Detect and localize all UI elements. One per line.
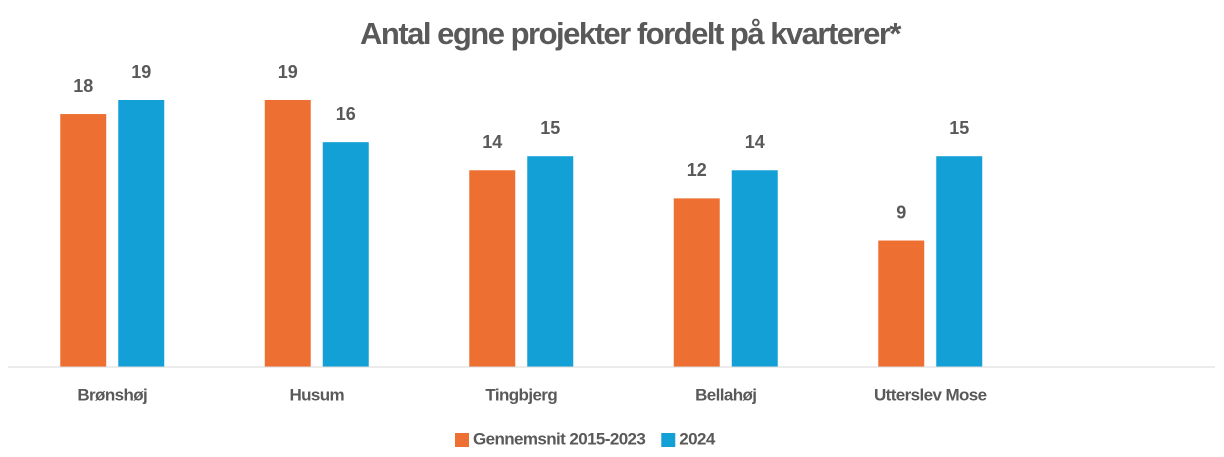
bar	[118, 100, 165, 367]
bar	[60, 114, 107, 367]
legend-label: 2024	[679, 429, 716, 448]
data-label: 16	[336, 104, 356, 124]
x-tick-label: Brønshøj	[77, 385, 147, 404]
x-tick-label: Husum	[289, 385, 344, 404]
chart-title: Antal egne projekter fordelt på kvartere…	[360, 16, 902, 51]
data-label: 9	[896, 202, 906, 222]
legend-swatch	[661, 433, 676, 447]
bar	[469, 170, 516, 367]
bar	[878, 240, 925, 367]
bar	[673, 198, 720, 367]
x-tick-label: Tingbjerg	[485, 385, 557, 404]
bar	[527, 156, 574, 367]
data-label: 15	[540, 118, 560, 138]
data-label: 19	[278, 62, 298, 82]
data-label: 18	[73, 76, 93, 96]
bar	[322, 142, 369, 367]
legend-swatch	[455, 433, 469, 447]
data-label: 15	[949, 118, 969, 138]
data-label: 14	[745, 132, 765, 152]
bar	[264, 100, 311, 367]
data-label: 12	[687, 160, 707, 180]
bar	[731, 170, 778, 367]
data-label: 19	[131, 62, 151, 82]
data-label: 14	[482, 132, 502, 152]
x-tick-label: Bellahøj	[695, 385, 756, 404]
bar	[936, 156, 983, 367]
legend-label: Gennemsnit 2015-2023	[473, 429, 645, 448]
x-tick-label: Utterslev Mose	[874, 385, 987, 404]
